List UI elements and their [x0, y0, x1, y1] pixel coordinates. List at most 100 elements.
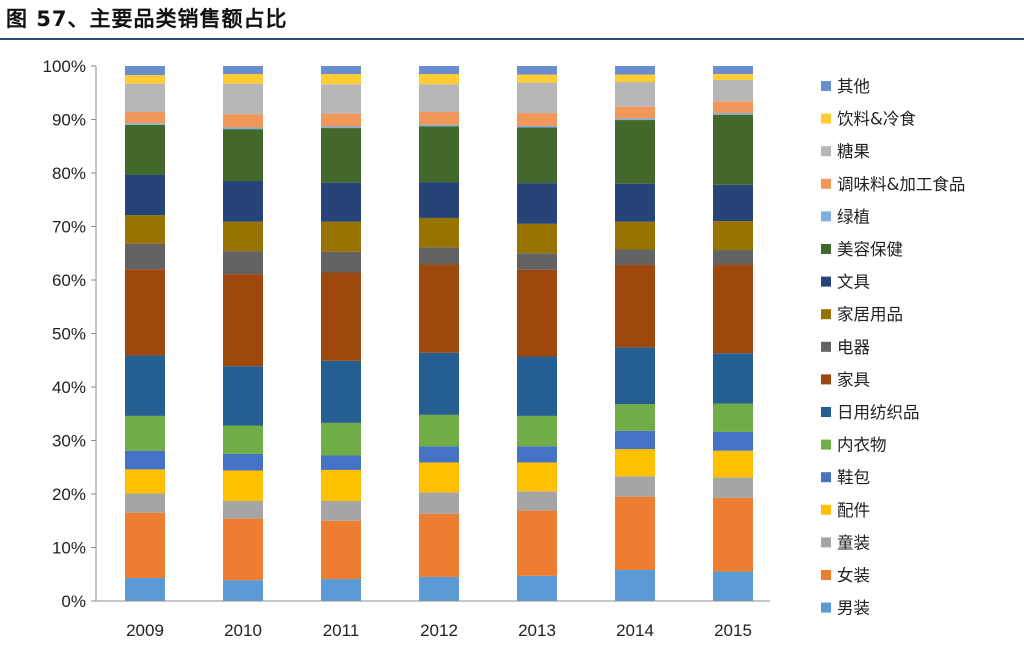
- bar-segment: [223, 453, 263, 471]
- bar-segment: [615, 449, 655, 477]
- bar-segment: [615, 118, 655, 121]
- legend-label: 饮料&冷食: [837, 110, 916, 129]
- bar-segment: [321, 128, 361, 183]
- bar-segment: [713, 250, 753, 265]
- legend-label: 女装: [837, 566, 870, 585]
- bar-segment: [713, 571, 753, 601]
- bar-segment: [223, 580, 263, 601]
- bar-segment: [713, 114, 753, 185]
- y-tick-label: 20%: [52, 485, 86, 504]
- bar-segment: [419, 513, 459, 577]
- title-rule: [0, 38, 1024, 40]
- y-tick-label: 10%: [52, 539, 86, 558]
- bar-segment: [517, 462, 557, 492]
- bar-segment: [517, 269, 557, 357]
- legend-label: 糖果: [837, 142, 870, 161]
- bar-segment: [615, 265, 655, 348]
- bar-segment: [517, 127, 557, 184]
- bar-segment: [517, 74, 557, 83]
- bar-segment: [321, 182, 361, 222]
- legend-swatch: [821, 309, 831, 320]
- bar-segment: [419, 66, 459, 75]
- bar-segment: [223, 518, 263, 581]
- bar-segment: [517, 183, 557, 224]
- bar-segment: [223, 129, 263, 182]
- bar-segment: [223, 500, 263, 519]
- plot-area: [125, 66, 753, 601]
- bar-segment: [321, 500, 361, 521]
- bar-segment: [321, 469, 361, 501]
- bar-segment: [517, 356, 557, 416]
- bar-segment: [713, 497, 753, 572]
- x-tick-label: 2009: [126, 621, 164, 640]
- legend-swatch: [821, 472, 831, 483]
- bar-segment: [223, 425, 263, 454]
- bar-segment: [419, 74, 459, 85]
- legend-swatch: [821, 113, 831, 124]
- bar-segment: [419, 84, 459, 113]
- bar-segment: [713, 101, 753, 114]
- bar-segment: [615, 430, 655, 450]
- bar-segment: [125, 469, 165, 494]
- legend-label: 家居用品: [837, 305, 903, 324]
- bar-segment: [321, 126, 361, 129]
- bar-segment: [615, 496, 655, 570]
- bar-segment: [615, 476, 655, 497]
- bar-segment: [419, 247, 459, 265]
- x-tick-label: 2015: [714, 621, 752, 640]
- legend-swatch: [821, 146, 831, 157]
- legend-swatch: [821, 374, 831, 385]
- legend-label: 其他: [837, 77, 870, 96]
- y-tick-label: 80%: [52, 164, 86, 183]
- bar-segment: [321, 113, 361, 127]
- bar-segment: [223, 114, 263, 128]
- bar-segment: [321, 272, 361, 361]
- bar-segment: [125, 415, 165, 451]
- bar-segment: [125, 66, 165, 76]
- bar-segment: [125, 123, 165, 125]
- bar-segment: [419, 576, 459, 601]
- bar-segment: [713, 403, 753, 432]
- bar-segment: [419, 112, 459, 125]
- bar-segment: [517, 125, 557, 128]
- bar-segment: [517, 415, 557, 447]
- legend-swatch: [821, 341, 831, 352]
- bar-segment: [517, 491, 557, 511]
- bar-segment: [419, 446, 459, 463]
- bar-segment: [321, 66, 361, 75]
- bar-segment: [517, 253, 557, 270]
- y-tick-label: 30%: [52, 432, 86, 451]
- legend-label: 鞋包: [837, 468, 870, 487]
- legend: 其他饮料&冷食糖果调味料&加工食品绿植美容保健文具家居用品电器家具日用纺织品内衣…: [821, 77, 965, 618]
- bar-segment: [223, 127, 263, 130]
- bar-segment: [517, 66, 557, 75]
- x-tick-label: 2010: [224, 621, 262, 640]
- figure-title: 图 57、主要品类销售额占比: [6, 7, 288, 31]
- y-tick-label: 90%: [52, 111, 86, 130]
- legend-swatch: [821, 504, 831, 515]
- y-tick-label: 60%: [52, 271, 86, 290]
- bar-segment: [713, 477, 753, 498]
- y-tick-label: 70%: [52, 218, 86, 237]
- bar-segment: [125, 174, 165, 216]
- bar-segment: [125, 124, 165, 175]
- bar-segment: [125, 493, 165, 513]
- legend-swatch: [821, 178, 831, 189]
- bar-segment: [419, 352, 459, 415]
- legend-label: 调味料&加工食品: [837, 175, 965, 194]
- bar-segment: [419, 217, 459, 248]
- bar-segment: [615, 569, 655, 601]
- legend-swatch: [821, 211, 831, 222]
- bar-segment: [223, 470, 263, 501]
- legend-swatch: [821, 439, 831, 450]
- axes: 2009 2010 2011 2012 2013 2014 2015 0% 10% 20% 30% 4…: [43, 57, 770, 640]
- bar-segment: [517, 113, 557, 126]
- bar-segment: [713, 221, 753, 251]
- bar-segment: [713, 74, 753, 80]
- bar-segment: [615, 106, 655, 119]
- bar-segment: [713, 79, 753, 102]
- bar-segment: [223, 274, 263, 367]
- legend-swatch: [821, 407, 831, 417]
- bar-segment: [321, 84, 361, 114]
